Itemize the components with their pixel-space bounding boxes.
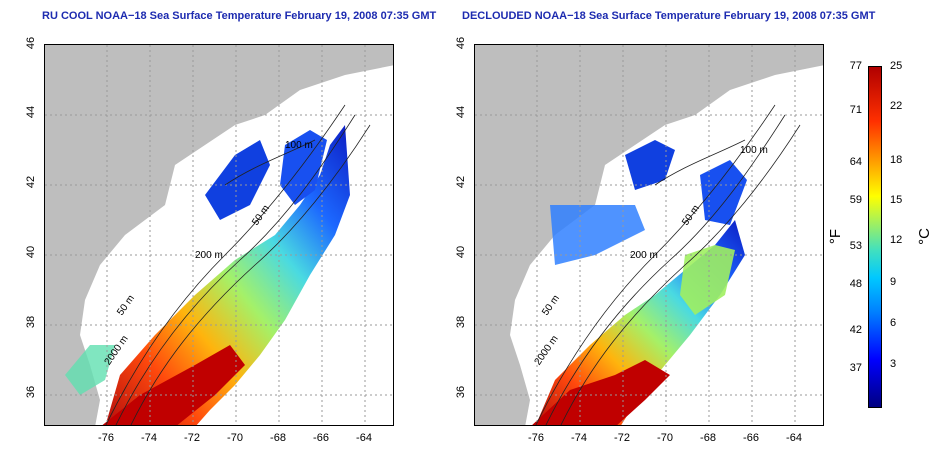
fahrenheit-tick-label: 64 bbox=[849, 156, 862, 168]
right-map-graphic bbox=[475, 45, 823, 425]
latitude-tick-label: 44 bbox=[455, 105, 467, 119]
longitude-tick-label: -70 bbox=[227, 432, 243, 444]
longitude-tick-label: -66 bbox=[313, 432, 329, 444]
longitude-tick-label: -72 bbox=[184, 432, 200, 444]
longitude-tick-label: -74 bbox=[571, 432, 587, 444]
temperature-colorbar bbox=[868, 66, 882, 408]
latitude-tick-label: 40 bbox=[25, 245, 37, 259]
right-map-title: DECLOUDED NOAA−18 Sea Surface Temperatur… bbox=[462, 10, 876, 22]
sst-coverage bbox=[625, 140, 675, 190]
sst-coverage bbox=[105, 125, 350, 425]
fahrenheit-tick-label: 53 bbox=[849, 240, 862, 252]
celsius-tick-label: 25 bbox=[890, 60, 903, 72]
sst-coverage bbox=[700, 160, 747, 225]
celsius-tick-label: 9 bbox=[890, 276, 897, 288]
longitude-tick-label: -76 bbox=[98, 432, 114, 444]
right-sst-map: 100 m 50 m 200 m 50 m 2000 m bbox=[474, 44, 824, 426]
fahrenheit-tick-label: 48 bbox=[849, 278, 862, 290]
longitude-tick-label: -76 bbox=[528, 432, 544, 444]
latitude-tick-label: 36 bbox=[25, 385, 37, 399]
longitude-tick-label: -64 bbox=[786, 432, 802, 444]
fahrenheit-tick-label: 77 bbox=[849, 60, 862, 72]
sst-coverage bbox=[532, 360, 670, 425]
contour-label: 100 m bbox=[740, 145, 768, 156]
celsius-tick-label: 3 bbox=[890, 358, 897, 370]
celsius-unit-label: °C bbox=[915, 228, 933, 245]
fahrenheit-tick-label: 42 bbox=[849, 324, 862, 336]
longitude-tick-label: -64 bbox=[356, 432, 372, 444]
longitude-tick-label: -72 bbox=[614, 432, 630, 444]
longitude-tick-label: -70 bbox=[657, 432, 673, 444]
latitude-tick-label: 42 bbox=[25, 175, 37, 189]
sst-coverage bbox=[65, 345, 115, 395]
sst-coverage bbox=[102, 345, 245, 425]
sst-coverage bbox=[550, 205, 645, 265]
fahrenheit-tick-label: 37 bbox=[849, 362, 862, 374]
celsius-tick-label: 18 bbox=[890, 154, 903, 166]
celsius-tick-label: 15 bbox=[890, 194, 903, 206]
celsius-tick-label: 12 bbox=[890, 234, 903, 246]
celsius-tick-label: 6 bbox=[890, 317, 897, 329]
sst-coverage bbox=[680, 245, 735, 315]
fahrenheit-unit-label: °F bbox=[827, 228, 845, 245]
longitude-tick-label: -66 bbox=[743, 432, 759, 444]
latitude-tick-label: 46 bbox=[455, 36, 467, 50]
land-mass bbox=[475, 45, 823, 425]
land-mass bbox=[45, 45, 393, 425]
latitude-tick-label: 46 bbox=[25, 36, 37, 50]
latitude-tick-label: 40 bbox=[455, 245, 467, 259]
sst-coverage bbox=[205, 140, 270, 220]
contour-label: 200 m bbox=[195, 250, 223, 261]
latitude-tick-label: 44 bbox=[25, 105, 37, 119]
celsius-tick-label: 22 bbox=[890, 100, 903, 112]
latitude-tick-label: 38 bbox=[25, 315, 37, 329]
longitude-tick-label: -68 bbox=[270, 432, 286, 444]
left-map-title: RU COOL NOAA−18 Sea Surface Temperature … bbox=[42, 10, 437, 22]
left-map-graphic bbox=[45, 45, 393, 425]
longitude-tick-label: -74 bbox=[141, 432, 157, 444]
contour-label: 100 m bbox=[285, 140, 313, 151]
latitude-tick-label: 36 bbox=[455, 385, 467, 399]
latitude-tick-label: 38 bbox=[455, 315, 467, 329]
sst-coverage bbox=[280, 130, 327, 205]
left-sst-map: 100 m 50 m 200 m 50 m 2000 m bbox=[44, 44, 394, 426]
contour-label: 200 m bbox=[630, 250, 658, 261]
latitude-tick-label: 42 bbox=[455, 175, 467, 189]
fahrenheit-tick-label: 59 bbox=[849, 194, 862, 206]
fahrenheit-tick-label: 71 bbox=[849, 104, 862, 116]
longitude-tick-label: -68 bbox=[700, 432, 716, 444]
